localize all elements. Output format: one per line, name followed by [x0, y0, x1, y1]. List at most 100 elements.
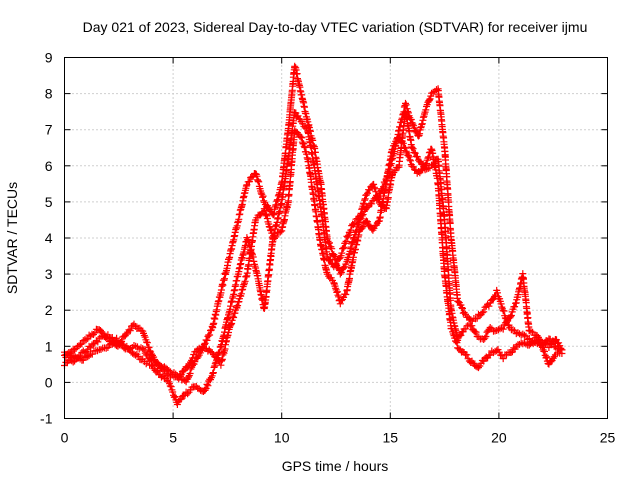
- data-point: [527, 327, 535, 335]
- series-1: [61, 62, 566, 383]
- data-point: [511, 303, 519, 311]
- data-point: [507, 349, 515, 356]
- data-point: [261, 207, 269, 215]
- data-point: [371, 185, 379, 193]
- data-point: [406, 156, 414, 164]
- data-point: [507, 312, 515, 319]
- data-point: [374, 195, 382, 203]
- series-3: [61, 109, 566, 386]
- data-point: [362, 217, 370, 225]
- data-point: [98, 328, 106, 336]
- data-point: [130, 342, 138, 349]
- data-point: [389, 145, 396, 153]
- x-tick-label: 5: [169, 430, 177, 446]
- x-tick-label: 20: [491, 430, 507, 446]
- data-point: [402, 147, 410, 155]
- data-point: [85, 352, 93, 360]
- y-tick-label: 1: [45, 338, 53, 354]
- y-tick-label: -1: [40, 411, 53, 427]
- data-point: [347, 226, 355, 234]
- data-point: [342, 237, 350, 245]
- data-point: [408, 144, 416, 152]
- data-point: [475, 364, 482, 372]
- data-point: [430, 160, 438, 167]
- data-point: [63, 350, 71, 358]
- data-point: [184, 375, 192, 383]
- data-point: [411, 149, 419, 157]
- data-point: [140, 332, 148, 339]
- data-point: [499, 355, 507, 363]
- data-point: [458, 304, 466, 312]
- data-point: [494, 326, 502, 334]
- data-point: [536, 335, 544, 343]
- tick-label-layer: 0 5 10 15 20 25 -1 0 1 2 3 4 5 6 7 8 9: [40, 50, 615, 446]
- data-point: [144, 351, 152, 359]
- data-point: [462, 325, 470, 333]
- data-point: [421, 166, 429, 174]
- data-point: [336, 270, 344, 278]
- data-point: [542, 354, 550, 362]
- data-point: [329, 252, 337, 260]
- data-point: [187, 365, 195, 373]
- data-point: [370, 183, 378, 191]
- data-point: [209, 369, 217, 377]
- x-tick-label: 25: [600, 430, 616, 446]
- data-point: [540, 341, 548, 349]
- data-point: [90, 331, 97, 338]
- data-point: [170, 369, 178, 377]
- data-point: [452, 337, 460, 345]
- data-point: [201, 386, 209, 394]
- plot-frame: [64, 57, 608, 419]
- data-point: [516, 340, 523, 348]
- data-point: [411, 166, 419, 174]
- data-point: [463, 351, 471, 359]
- x-axis-label: GPS time / hours: [282, 458, 389, 474]
- data-point: [362, 191, 370, 199]
- data-point: [97, 346, 105, 353]
- data-point: [498, 352, 506, 360]
- data-point: [276, 228, 284, 236]
- x-tick-label: 10: [274, 430, 290, 446]
- data-point: [102, 344, 110, 352]
- data-point: [459, 305, 466, 312]
- data-point: [478, 309, 486, 317]
- data-point: [457, 331, 465, 339]
- data-point: [173, 401, 181, 408]
- data-point: [339, 245, 347, 252]
- data-point: [472, 328, 480, 336]
- data-point: [509, 326, 517, 334]
- data-point: [409, 145, 417, 153]
- data-point: [529, 328, 537, 336]
- data-point: [120, 344, 128, 352]
- data-point: [539, 346, 547, 354]
- data-point: [87, 344, 95, 352]
- data-point: [358, 224, 366, 232]
- data-point: [359, 223, 367, 231]
- series-2: [61, 127, 566, 408]
- data-point: [493, 327, 501, 334]
- data-point: [336, 300, 344, 308]
- data-point: [485, 302, 493, 310]
- data-point: [373, 191, 380, 199]
- data-point: [404, 152, 412, 159]
- data-point: [65, 351, 73, 359]
- data-point: [126, 327, 134, 335]
- data-point: [341, 239, 349, 247]
- data-point: [332, 261, 340, 269]
- data-point: [185, 373, 192, 381]
- y-tick-label: 5: [45, 194, 53, 210]
- data-point: [557, 344, 565, 352]
- y-tick-label: 3: [45, 266, 53, 282]
- data-point: [422, 106, 430, 114]
- data-point: [111, 336, 119, 344]
- data-point: [419, 160, 427, 168]
- data-point: [231, 309, 239, 317]
- data-point: [480, 308, 488, 316]
- data-point: [169, 388, 177, 396]
- data-point: [154, 367, 162, 374]
- data-point: [227, 321, 235, 328]
- x-tick-label: 0: [61, 430, 69, 446]
- data-point: [364, 218, 371, 226]
- data-point: [234, 302, 242, 310]
